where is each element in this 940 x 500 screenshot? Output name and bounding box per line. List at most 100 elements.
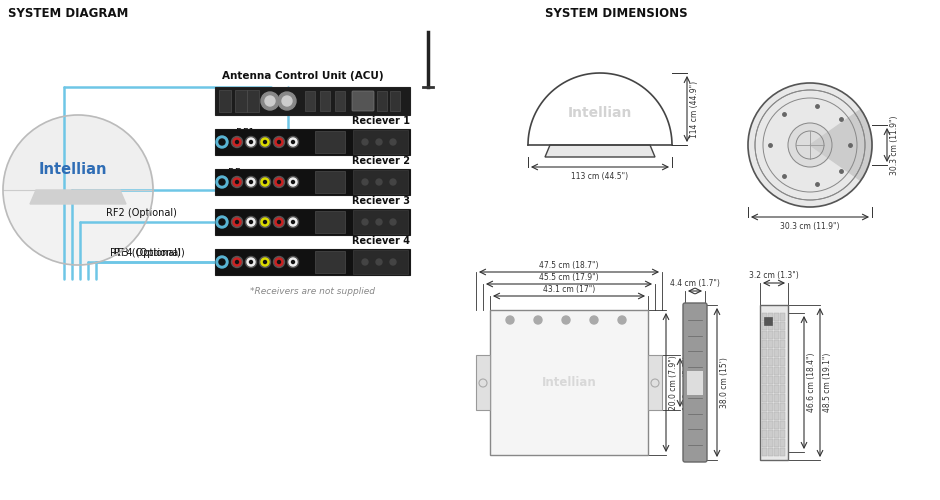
Circle shape	[219, 219, 225, 225]
Text: Intellian: Intellian	[568, 106, 633, 120]
FancyBboxPatch shape	[768, 376, 773, 384]
Circle shape	[590, 316, 598, 324]
Text: 47.5 cm (18.7"): 47.5 cm (18.7")	[540, 261, 599, 270]
FancyBboxPatch shape	[219, 90, 231, 112]
Circle shape	[245, 136, 257, 147]
Circle shape	[263, 180, 267, 184]
Circle shape	[233, 178, 241, 186]
Circle shape	[289, 258, 297, 266]
FancyBboxPatch shape	[247, 90, 259, 112]
FancyBboxPatch shape	[315, 131, 345, 153]
FancyBboxPatch shape	[780, 313, 785, 321]
Circle shape	[236, 260, 239, 264]
Circle shape	[259, 136, 271, 147]
FancyBboxPatch shape	[305, 91, 315, 111]
Circle shape	[289, 178, 297, 186]
FancyBboxPatch shape	[768, 412, 773, 420]
Circle shape	[249, 140, 253, 143]
Circle shape	[259, 176, 271, 188]
Circle shape	[233, 218, 241, 226]
FancyBboxPatch shape	[774, 412, 779, 420]
Circle shape	[275, 178, 283, 186]
FancyBboxPatch shape	[762, 376, 767, 384]
Circle shape	[376, 139, 382, 145]
FancyBboxPatch shape	[780, 322, 785, 330]
FancyBboxPatch shape	[780, 331, 785, 339]
FancyBboxPatch shape	[762, 340, 767, 348]
FancyBboxPatch shape	[774, 385, 779, 393]
Circle shape	[231, 256, 243, 268]
FancyBboxPatch shape	[762, 430, 767, 438]
FancyBboxPatch shape	[774, 448, 779, 456]
Text: Intellian: Intellian	[39, 162, 107, 178]
FancyBboxPatch shape	[315, 251, 345, 273]
Text: 114 cm (44.9"): 114 cm (44.9")	[690, 80, 699, 138]
FancyBboxPatch shape	[774, 439, 779, 447]
FancyBboxPatch shape	[768, 367, 773, 375]
FancyBboxPatch shape	[774, 313, 779, 321]
Circle shape	[245, 176, 257, 188]
FancyBboxPatch shape	[780, 439, 785, 447]
Circle shape	[247, 258, 255, 266]
FancyBboxPatch shape	[762, 367, 767, 375]
Text: 45.5 cm (17.9"): 45.5 cm (17.9")	[540, 273, 599, 282]
FancyBboxPatch shape	[780, 403, 785, 411]
Circle shape	[274, 136, 285, 147]
FancyBboxPatch shape	[762, 313, 767, 321]
FancyBboxPatch shape	[320, 91, 330, 111]
FancyBboxPatch shape	[353, 250, 408, 274]
FancyBboxPatch shape	[335, 91, 345, 111]
Circle shape	[216, 176, 228, 188]
Circle shape	[249, 220, 253, 224]
Text: 4.4 cm (1.7"): 4.4 cm (1.7")	[670, 279, 720, 288]
Circle shape	[277, 260, 280, 264]
Text: Reciever 2: Reciever 2	[352, 156, 410, 166]
Circle shape	[291, 260, 294, 264]
FancyBboxPatch shape	[780, 367, 785, 375]
FancyBboxPatch shape	[768, 421, 773, 429]
Text: 46.6 cm (18.4"): 46.6 cm (18.4")	[807, 353, 816, 412]
Circle shape	[376, 219, 382, 225]
FancyBboxPatch shape	[353, 170, 408, 194]
Circle shape	[216, 256, 228, 268]
FancyBboxPatch shape	[762, 394, 767, 402]
Circle shape	[291, 140, 294, 143]
Circle shape	[390, 139, 396, 145]
FancyBboxPatch shape	[762, 448, 767, 456]
Circle shape	[231, 176, 243, 188]
Circle shape	[275, 218, 283, 226]
Circle shape	[261, 218, 269, 226]
Circle shape	[390, 179, 396, 185]
Circle shape	[288, 216, 299, 228]
Circle shape	[265, 96, 275, 106]
Text: 13.0 cm (5.1"): 13.0 cm (5.1")	[683, 356, 692, 410]
Text: Reciever 3: Reciever 3	[352, 196, 410, 206]
Circle shape	[231, 136, 243, 147]
Circle shape	[216, 216, 228, 228]
Circle shape	[291, 220, 294, 224]
FancyBboxPatch shape	[762, 349, 767, 357]
Text: RF2 (Optional): RF2 (Optional)	[105, 208, 177, 218]
FancyBboxPatch shape	[648, 355, 662, 410]
Text: 113 cm (44.5"): 113 cm (44.5")	[572, 172, 629, 181]
Circle shape	[259, 216, 271, 228]
Circle shape	[277, 140, 280, 143]
FancyBboxPatch shape	[774, 403, 779, 411]
Circle shape	[236, 140, 239, 143]
Polygon shape	[30, 190, 126, 204]
Text: Antenna Control Unit (ACU): Antenna Control Unit (ACU)	[222, 71, 384, 81]
Circle shape	[233, 258, 241, 266]
Circle shape	[249, 180, 253, 184]
FancyBboxPatch shape	[353, 130, 408, 154]
FancyBboxPatch shape	[762, 439, 767, 447]
Text: RF: RF	[227, 168, 241, 178]
FancyBboxPatch shape	[215, 87, 410, 115]
FancyBboxPatch shape	[774, 394, 779, 402]
Circle shape	[219, 179, 225, 185]
FancyBboxPatch shape	[768, 403, 773, 411]
Circle shape	[233, 138, 241, 146]
Circle shape	[788, 123, 832, 167]
FancyBboxPatch shape	[774, 430, 779, 438]
FancyBboxPatch shape	[390, 91, 400, 111]
FancyBboxPatch shape	[780, 376, 785, 384]
